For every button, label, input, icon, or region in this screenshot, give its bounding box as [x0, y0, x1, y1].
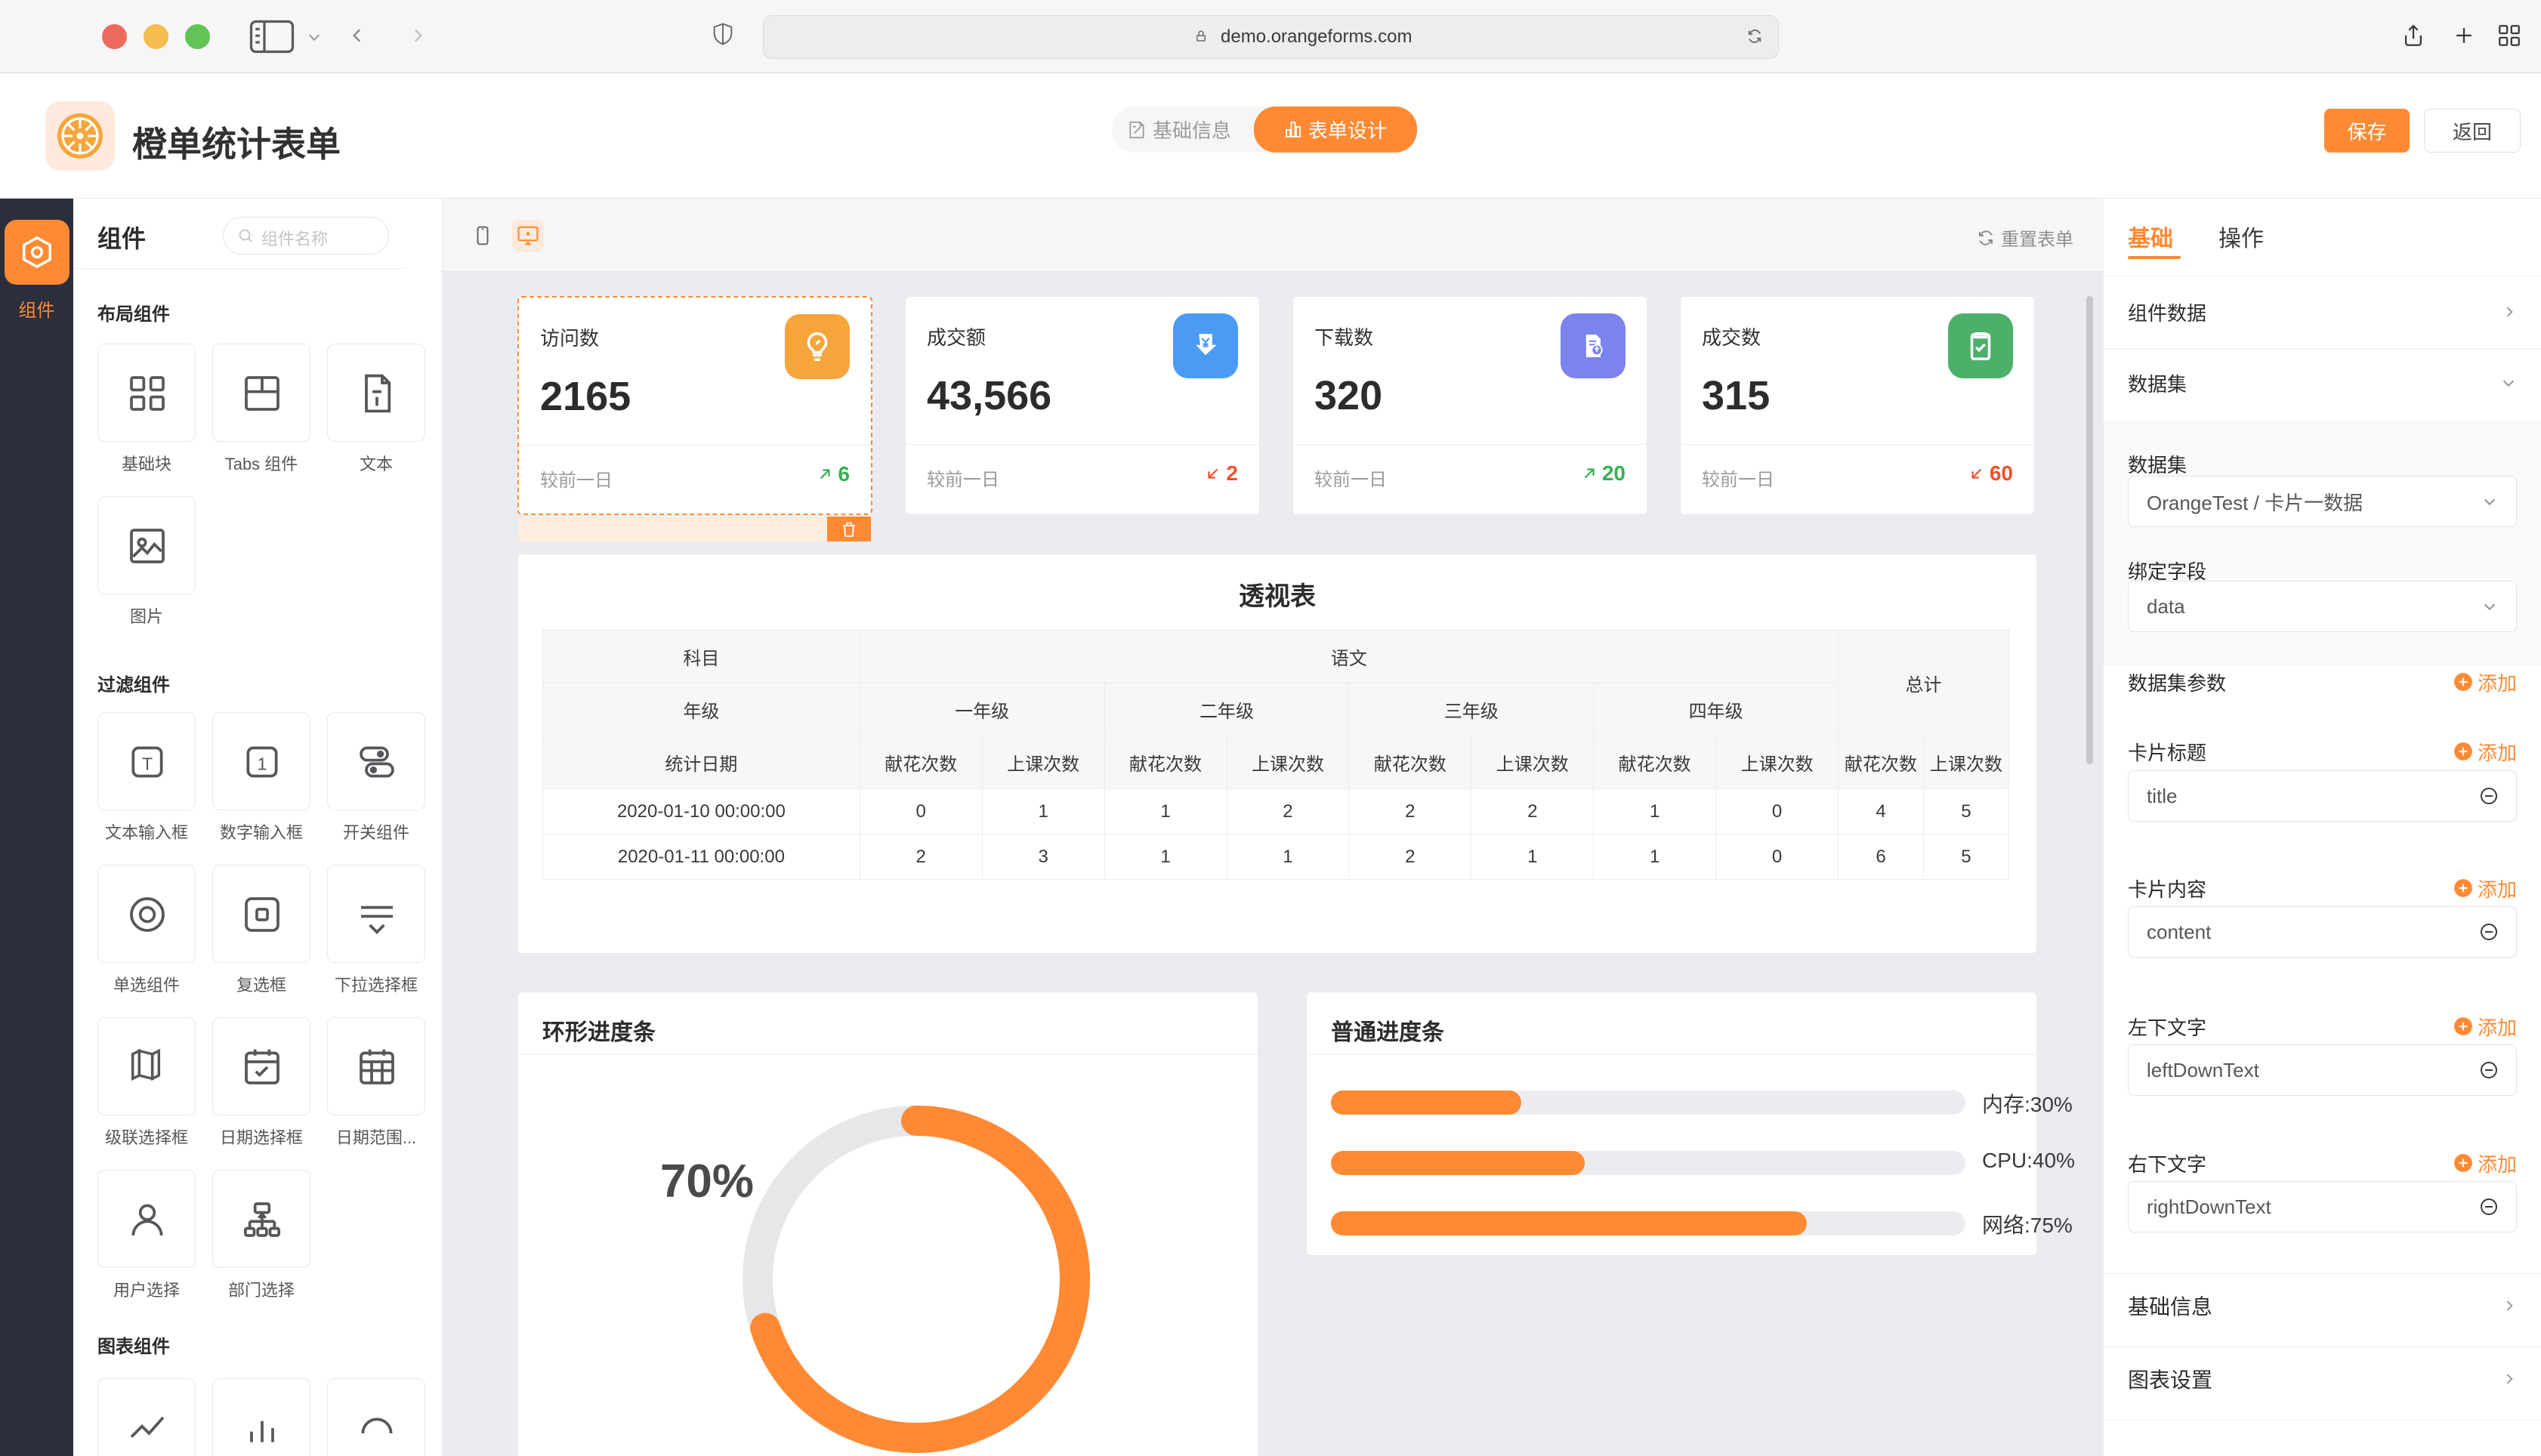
svg-text:T: T	[142, 754, 153, 774]
svg-text:1: 1	[258, 754, 267, 774]
